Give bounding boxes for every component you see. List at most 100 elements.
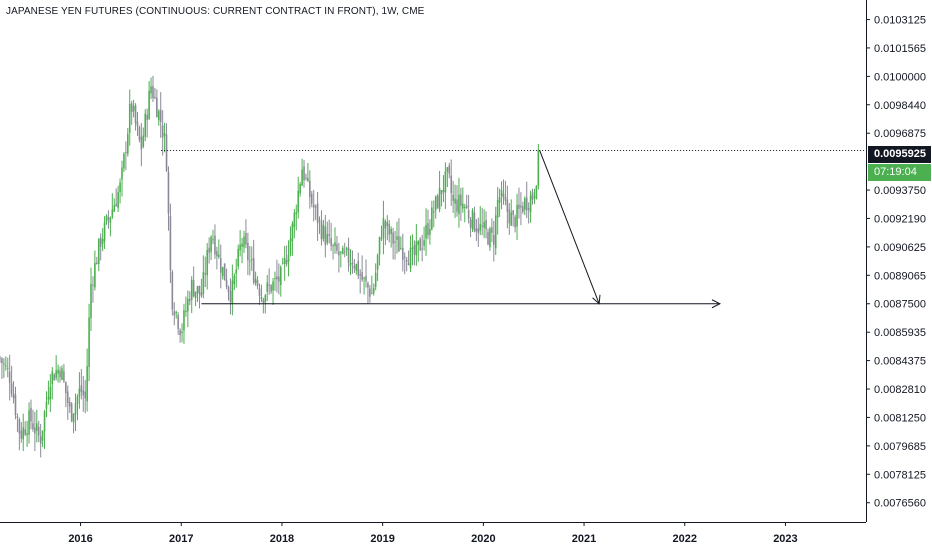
- candle-body: [119, 182, 121, 193]
- candle-body: [523, 198, 526, 210]
- time-tick-label: 2017: [169, 533, 193, 545]
- time-tick-label: 2023: [773, 533, 797, 545]
- candle-body: [465, 205, 468, 208]
- candle-body: [134, 105, 137, 124]
- candle-body: [252, 257, 255, 283]
- candle-body: [35, 423, 38, 431]
- candle-body: [3, 363, 5, 365]
- bar-countdown-label: 07:19:04: [868, 164, 931, 181]
- candle-body: [127, 133, 129, 154]
- candle-body: [400, 248, 402, 250]
- candle-body: [117, 192, 119, 208]
- candle-body: [45, 401, 48, 409]
- candle-body: [340, 251, 342, 253]
- candle-body: [6, 367, 9, 369]
- candle-body: [92, 284, 94, 286]
- candle-body: [473, 212, 476, 232]
- candle-body: [522, 206, 524, 212]
- candle-body: [161, 125, 164, 138]
- candle-body: [136, 121, 139, 127]
- candle-body: [293, 212, 296, 228]
- candle-body: [10, 383, 13, 394]
- candle-body: [525, 197, 528, 211]
- candle-body: [239, 244, 241, 251]
- candle-body: [86, 366, 88, 402]
- candle-body: [208, 247, 210, 253]
- candle-body: [535, 185, 538, 199]
- candle-body: [413, 244, 416, 255]
- time-axis[interactable]: 2016 2017 2018 2019 2020 2021 2022 2023: [68, 522, 798, 545]
- projection-arrow[interactable]: [539, 150, 599, 304]
- price-axis[interactable]: 0.0103125 0.0101565 0.0100000 0.0098440 0.00…: [866, 15, 926, 510]
- candle-body: [146, 114, 148, 120]
- candle-body: [165, 134, 168, 171]
- candle-body: [527, 207, 530, 210]
- candle-body: [156, 97, 158, 118]
- candle-body: [202, 272, 205, 295]
- candle-body: [378, 237, 381, 255]
- candle-body: [332, 245, 334, 247]
- candle-body: [152, 86, 154, 99]
- candle-body: [431, 207, 433, 230]
- candle-body: [97, 238, 100, 265]
- candle-body: [39, 436, 42, 444]
- candle-body: [493, 235, 495, 245]
- candle-body: [510, 212, 513, 226]
- candle-body: [84, 391, 87, 399]
- time-tick-label: 2016: [68, 533, 92, 545]
- candle-body: [72, 413, 75, 423]
- candle-body: [12, 393, 15, 399]
- candle-body: [460, 194, 462, 206]
- candle-body: [299, 184, 301, 194]
- candle-body: [310, 194, 313, 204]
- price-tick-label: 0.0093750: [874, 185, 926, 197]
- price-tick-label: 0.0087500: [874, 299, 926, 311]
- candle-body: [214, 235, 216, 255]
- candle-body: [401, 247, 404, 260]
- candle-body: [5, 365, 7, 367]
- candle-body: [324, 226, 327, 245]
- annotations-layer: [161, 150, 866, 304]
- candle-body: [285, 260, 288, 265]
- candle-body: [278, 276, 280, 282]
- price-tick-label: 0.0096875: [874, 128, 926, 140]
- candle-body: [320, 220, 323, 240]
- candle-body: [328, 234, 331, 236]
- candle-body: [508, 209, 511, 224]
- candle-body: [283, 257, 286, 265]
- candle-body: [268, 284, 270, 286]
- candle-body: [262, 299, 265, 303]
- candle-body: [398, 236, 400, 252]
- price-tick-label: 0.0076560: [874, 498, 926, 510]
- candle-body: [518, 204, 520, 209]
- candle-body: [41, 430, 44, 441]
- candle-body: [138, 127, 141, 140]
- candle-body: [14, 394, 17, 416]
- candle-body: [376, 255, 379, 270]
- candle-body: [514, 216, 516, 228]
- candle-body: [107, 217, 110, 220]
- candle-body: [409, 247, 412, 269]
- candle-body: [210, 236, 212, 252]
- candle-body: [142, 135, 145, 147]
- candle-body: [61, 368, 63, 380]
- candle-body: [491, 227, 493, 233]
- candle-body: [105, 215, 108, 222]
- candle-body: [82, 390, 85, 396]
- candle-body: [101, 239, 104, 245]
- candle-body: [233, 275, 236, 285]
- candle-body: [148, 90, 150, 119]
- candle-body: [88, 317, 90, 367]
- candle-body: [57, 369, 59, 374]
- candle-body: [533, 196, 536, 198]
- candle-body: [394, 241, 396, 243]
- candle-body: [516, 205, 518, 227]
- candle-body: [266, 282, 269, 292]
- candle-body: [297, 190, 300, 213]
- candle-body: [49, 386, 52, 400]
- candle-body: [175, 312, 178, 314]
- candle-body: [429, 228, 431, 235]
- price-tick-label: 0.0092190: [874, 213, 926, 225]
- price-tick-label: 0.0100000: [874, 71, 926, 83]
